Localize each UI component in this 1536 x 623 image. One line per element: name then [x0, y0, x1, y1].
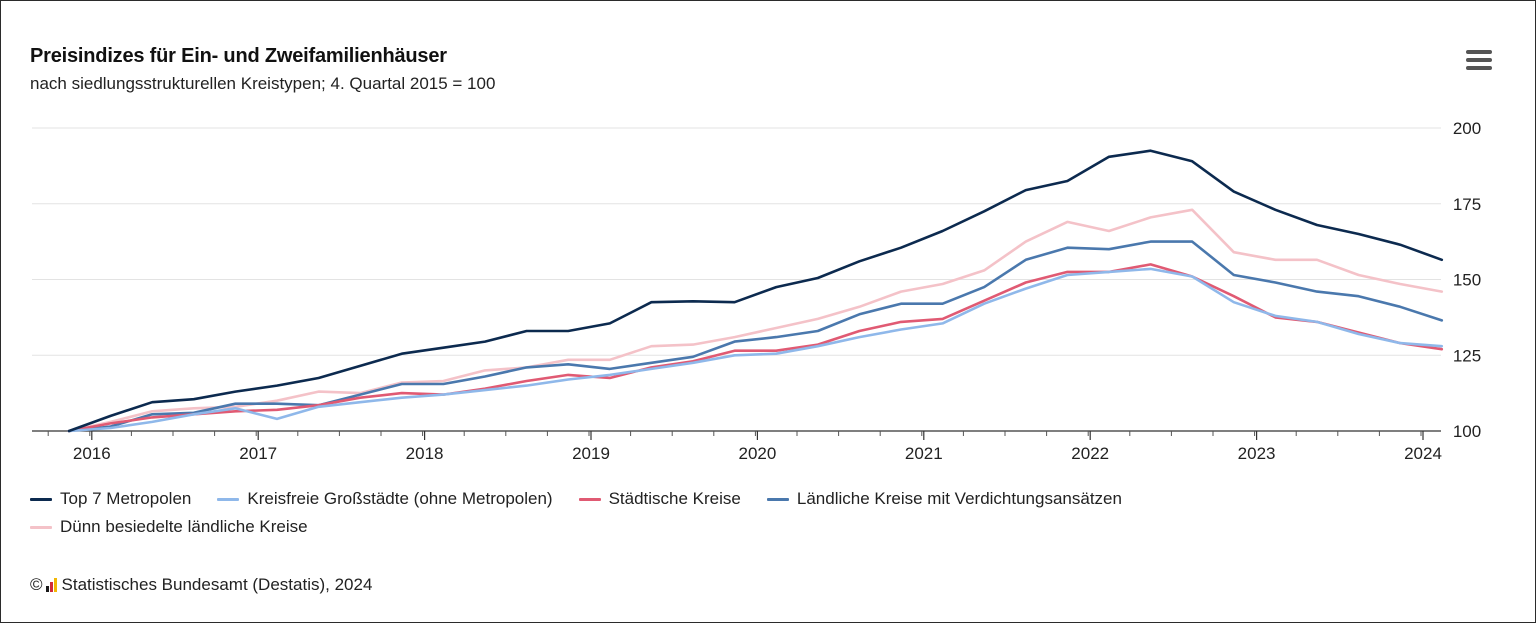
legend-swatch — [766, 497, 789, 501]
chart-legend: Top 7 Metropolen Kreisfreie Großstädte (o… — [30, 485, 1330, 541]
legend-label: Ländliche Kreise mit Verdichtungsansätze… — [796, 489, 1122, 508]
legend-swatch — [578, 497, 601, 501]
y-tick-label: 125 — [1453, 346, 1481, 365]
x-tick-label: 2017 — [239, 444, 277, 463]
x-tick-label: 2019 — [572, 444, 610, 463]
legend-label: Kreisfreie Großstädte (ohne Metropolen) — [247, 489, 553, 508]
source-credit: © Statistisches Bundesamt (Destatis), 20… — [30, 575, 372, 595]
x-tick-label: 2023 — [1238, 444, 1276, 463]
series-line — [67, 267, 1444, 433]
legend-label: Städtische Kreise — [608, 489, 741, 508]
source-credit-text: Statistisches Bundesamt (Destatis), 2024 — [61, 575, 373, 594]
legend-item[interactable]: Städtische Kreise — [578, 485, 741, 513]
legend-swatch — [30, 525, 52, 529]
x-tick-label: 2021 — [905, 444, 943, 463]
x-tick-label: 2020 — [738, 444, 776, 463]
series-line — [67, 240, 1444, 433]
hamburger-menu-icon[interactable] — [1459, 45, 1499, 75]
line-chart-plot: 100 125 150 175 200 2016 2017 2018 2019 2020 2021 2… — [32, 119, 1481, 463]
x-tick-label: 2022 — [1071, 444, 1109, 463]
legend-swatch — [217, 497, 240, 501]
chart-subtitle: nach siedlungsstrukturellen Kreistypen; … — [30, 74, 496, 93]
series-line — [67, 149, 1444, 433]
y-tick-label: 175 — [1453, 195, 1481, 214]
series-line — [67, 263, 1444, 433]
x-tick-label: 2016 — [73, 444, 111, 463]
legend-item[interactable]: Top 7 Metropolen — [30, 485, 191, 513]
legend-item[interactable]: Ländliche Kreise mit Verdichtungsansätze… — [766, 485, 1122, 513]
destatis-logo-icon — [45, 578, 57, 592]
x-tick-label: 2018 — [406, 444, 444, 463]
legend-item[interactable]: Dünn besiedelte ländliche Kreise — [30, 513, 1304, 541]
legend-label: Top 7 Metropolen — [60, 489, 192, 508]
y-tick-label: 200 — [1453, 119, 1481, 138]
x-tick-label: 2024 — [1404, 444, 1442, 463]
copyright-symbol: © — [30, 575, 43, 594]
legend-label: Dünn besiedelte ländliche Kreise — [60, 517, 308, 536]
y-tick-label: 150 — [1453, 271, 1481, 290]
chart-title: Preisindizes für Ein- und Zweifamilienhä… — [30, 45, 447, 67]
legend-item[interactable]: Kreisfreie Großstädte (ohne Metropolen) — [217, 485, 553, 513]
y-tick-label: 100 — [1453, 422, 1481, 441]
legend-swatch — [30, 497, 52, 501]
series-line — [67, 208, 1444, 433]
